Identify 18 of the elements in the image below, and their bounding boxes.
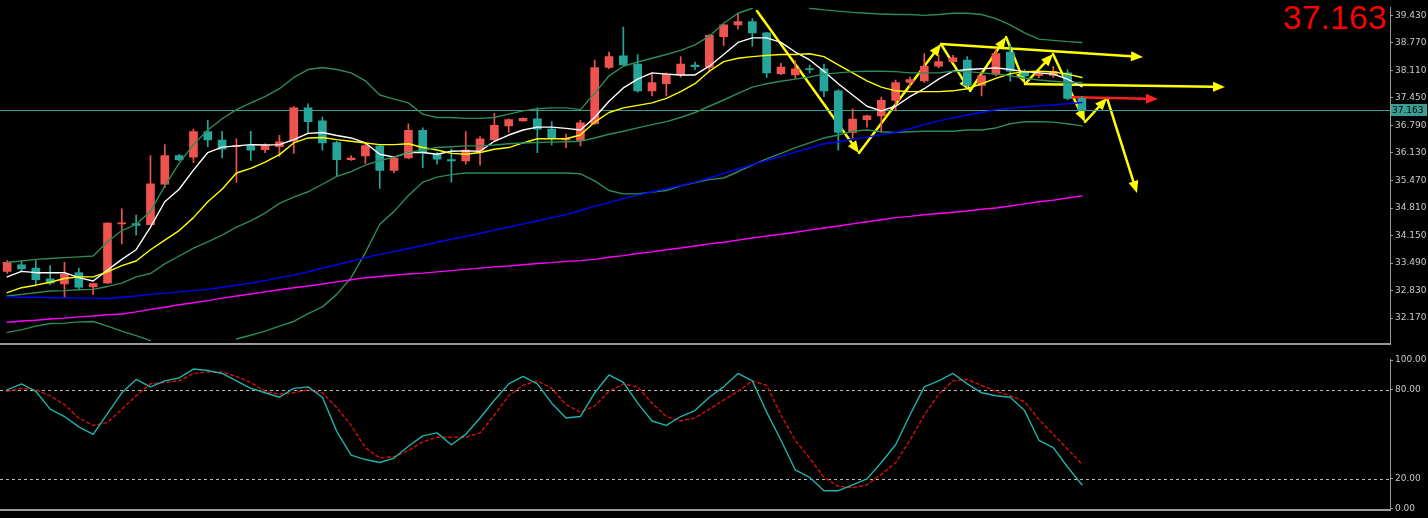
y-tick-label: 32.830 <box>1395 284 1427 295</box>
y-tick-label: 35.470 <box>1395 174 1427 185</box>
annotation: 37.163 <box>1283 0 1387 37</box>
y-tick-label: 38.110 <box>1395 64 1427 75</box>
y-tick-label: 39.430 <box>1395 9 1427 20</box>
y-tick-label: 34.810 <box>1395 202 1427 213</box>
y-tick-label: 38.770 <box>1395 37 1427 48</box>
y-tick-label: 20.00 <box>1395 473 1422 484</box>
y-tick-label: 32.170 <box>1395 312 1427 323</box>
y-tick-label: 33.490 <box>1395 257 1427 268</box>
y-tick-label: 36.130 <box>1395 147 1427 158</box>
y-tick-label: 0.00 <box>1395 502 1416 513</box>
y-tick-label: 36.790 <box>1395 119 1427 130</box>
y-tick-label: 34.150 <box>1395 229 1427 240</box>
y-tick-label: 100.00 <box>1395 354 1427 365</box>
ref-line-label: 37.163 <box>1392 104 1424 115</box>
y-tick-label: 37.450 <box>1395 92 1427 103</box>
y-tick-label: 80.00 <box>1395 384 1422 395</box>
